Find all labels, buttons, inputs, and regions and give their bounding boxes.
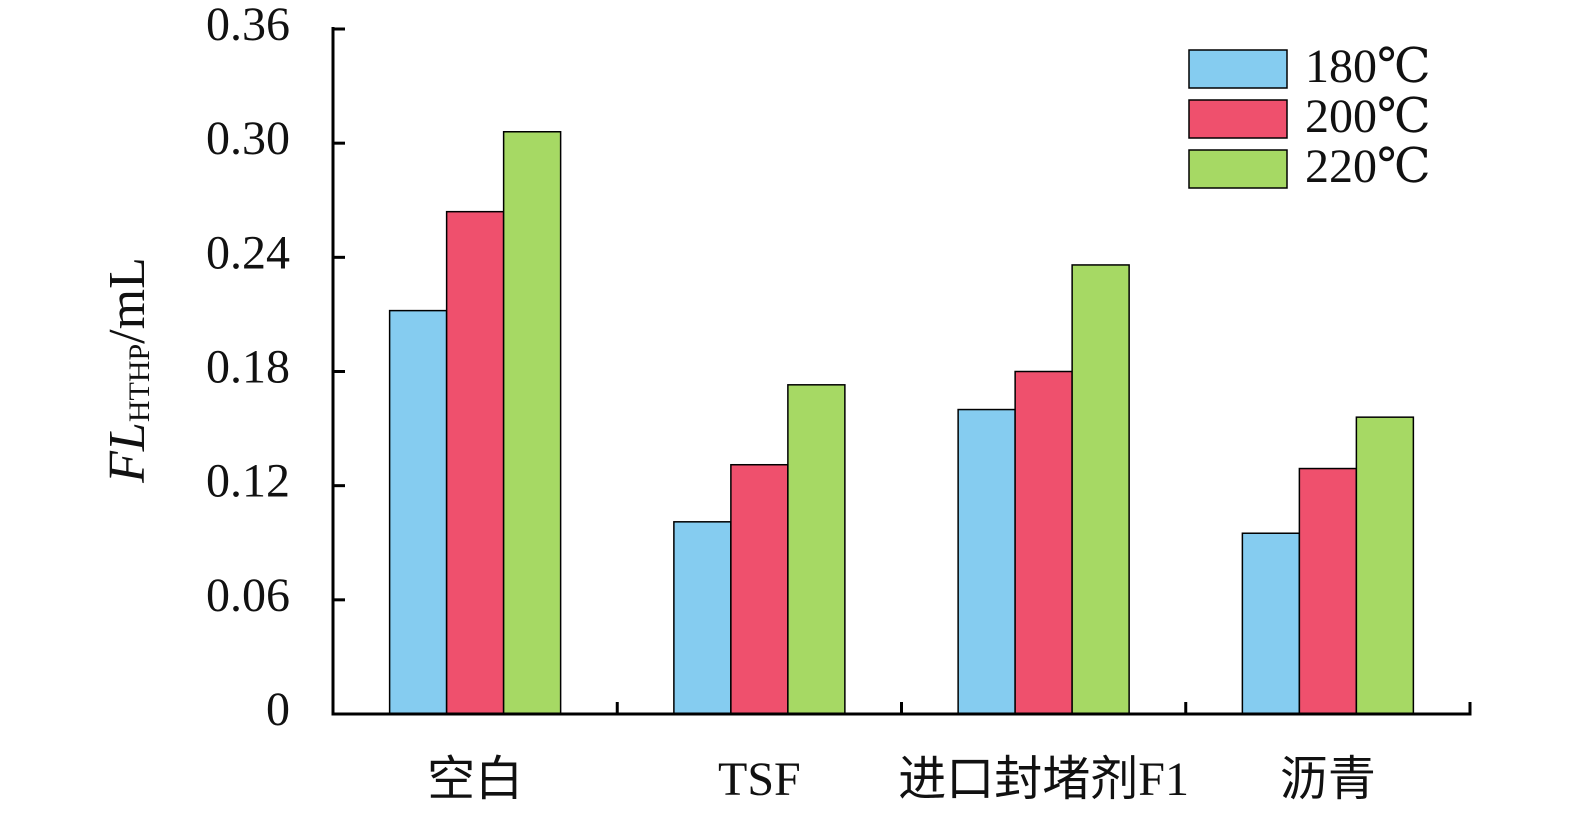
- bar: [1071, 264, 1130, 715]
- bar: [1241, 532, 1301, 715]
- y-tick-label: 0.24: [206, 226, 290, 279]
- bar: [1014, 370, 1073, 715]
- y-label-main: FL: [99, 422, 156, 484]
- legend-label: 220℃: [1305, 140, 1431, 193]
- y-tick-label: 0.36: [206, 0, 290, 51]
- y-tick-label: 0.12: [206, 455, 290, 508]
- legend-label: 180℃: [1305, 40, 1431, 93]
- bar: [1355, 416, 1415, 715]
- y-tick-label: 0.06: [206, 569, 290, 622]
- bar: [730, 463, 789, 715]
- bar: [502, 131, 562, 715]
- y-tick-label: 0.30: [206, 112, 290, 165]
- legend-swatch: [1188, 149, 1288, 189]
- y-tick-label: 0: [266, 683, 290, 736]
- bar: [388, 309, 448, 715]
- x-tick-label: 进口封堵剂F1: [898, 753, 1189, 806]
- y-label-sub: HTHP: [123, 344, 156, 422]
- bar: [787, 384, 846, 715]
- bar: [673, 521, 732, 715]
- bar: [1298, 467, 1358, 715]
- x-tick-label: TSF: [718, 753, 801, 806]
- legend-label: 200℃: [1305, 90, 1431, 143]
- x-tick-label: 沥青: [1280, 753, 1376, 806]
- bar: [957, 408, 1016, 715]
- y-tick-label: 0.18: [206, 341, 290, 394]
- legend-swatch: [1188, 49, 1288, 89]
- y-label-unit: /mL: [99, 257, 156, 344]
- legend-swatch: [1188, 99, 1288, 139]
- y-axis-label: FLHTHP/mL: [99, 257, 156, 484]
- bar: [445, 210, 505, 715]
- x-tick-label: 空白: [427, 753, 523, 806]
